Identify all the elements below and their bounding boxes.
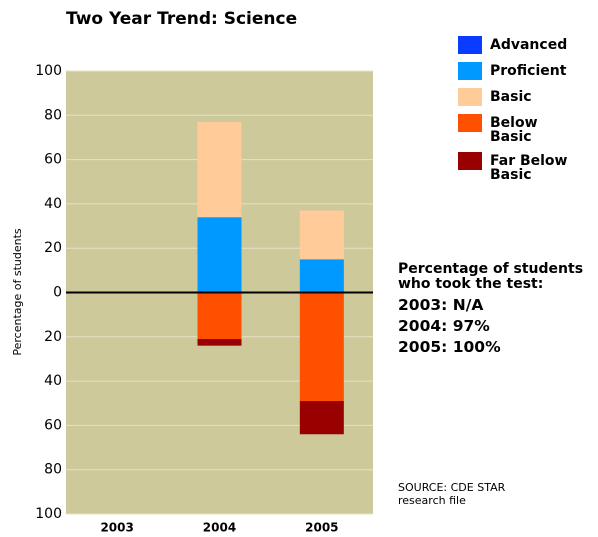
legend-item: Below Basic <box>458 114 598 144</box>
y-tick-label: 20 <box>44 240 62 256</box>
y-tick-label: 40 <box>44 373 62 389</box>
legend-label: Below Basic <box>490 115 538 145</box>
y-tick-label: 40 <box>44 196 62 212</box>
note-heading: Percentage of students who took the test… <box>398 261 584 292</box>
x-tick-label: 2003 <box>100 521 133 535</box>
bar-segment <box>197 292 242 340</box>
note-row: 2004: 97% <box>398 317 490 335</box>
y-tick-label: 80 <box>44 462 62 478</box>
legend-label: Far Below Basic <box>490 153 568 183</box>
legend-item: Proficient <box>458 62 598 80</box>
x-tick-label: 2005 <box>305 521 338 535</box>
y-tick-label: 0 <box>53 285 62 301</box>
legend-swatch <box>458 114 482 132</box>
y-tick-label: 100 <box>35 506 62 522</box>
bar-segment <box>299 259 344 293</box>
note-row: 2003: N/A <box>398 296 484 314</box>
bar-segment <box>197 217 242 293</box>
legend-swatch <box>458 36 482 54</box>
legend-swatch <box>458 152 482 170</box>
y-tick-label: 60 <box>44 152 62 168</box>
y-tick-label: 80 <box>44 107 62 123</box>
bar-segment <box>299 292 344 402</box>
source: SOURCE: CDE STAR research file <box>398 481 506 507</box>
legend-label: Proficient <box>490 63 567 79</box>
legend-label: Basic <box>490 89 532 105</box>
legend-item: Basic <box>458 88 598 106</box>
participation-note: Percentage of students who took the test… <box>398 262 598 358</box>
legend-item: Far Below Basic <box>458 152 598 182</box>
legend-label: Advanced <box>490 37 568 53</box>
bar-segment <box>299 401 344 435</box>
legend: Advanced Proficient Basic Below Basic Far Be… <box>458 36 598 190</box>
note-row: 2005: 100% <box>398 338 501 356</box>
legend-swatch <box>458 88 482 106</box>
bar-segment <box>299 210 344 260</box>
legend-item: Advanced <box>458 36 598 54</box>
chart-title: Two Year Trend: Science <box>66 9 297 29</box>
legend-swatch <box>458 62 482 80</box>
bar-segment <box>197 339 242 346</box>
y-tick-label: 100 <box>35 63 62 79</box>
y-axis-label: Percentage of students <box>11 228 24 356</box>
y-tick-label: 20 <box>44 329 62 345</box>
x-tick-label: 2004 <box>203 521 236 535</box>
bar-segment <box>197 121 242 218</box>
y-tick-label: 60 <box>44 417 62 433</box>
